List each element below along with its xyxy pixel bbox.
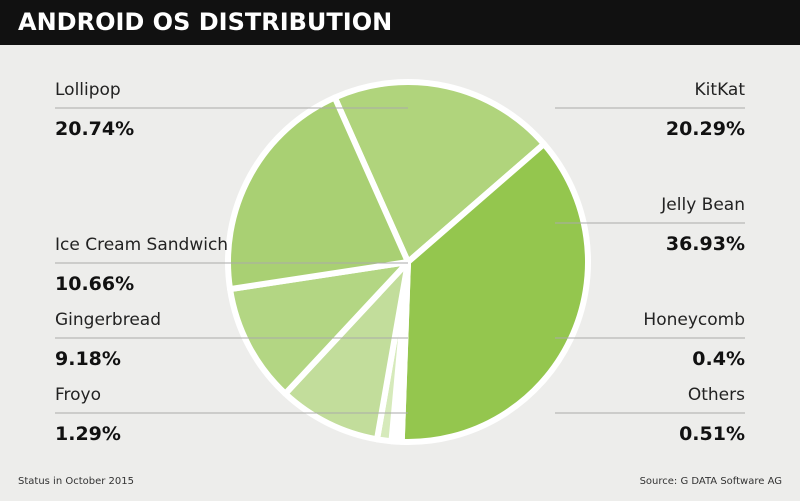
category-label: Others (688, 385, 745, 405)
category-label: Honeycomb (643, 310, 745, 330)
title-bar (0, 0, 800, 45)
category-label: Jelly Bean (660, 195, 745, 215)
category-label: Froyo (55, 385, 101, 405)
pie (225, 79, 591, 445)
value-label: 36.93% (666, 233, 745, 255)
pie-slice (227, 259, 411, 397)
value-label: 9.18% (55, 348, 121, 370)
value-label: 0.4% (692, 348, 745, 370)
value-label: 10.66% (55, 273, 134, 295)
category-label: Ice Cream Sandwich (55, 235, 228, 255)
pie-slice (225, 94, 411, 293)
value-label: 0.51% (679, 423, 745, 445)
category-label: KitKat (695, 80, 746, 100)
chart-title: ANDROID OS DISTRIBUTION (18, 8, 392, 36)
category-label: Lollipop (55, 80, 121, 100)
pie-slice (331, 79, 547, 265)
footnote: Status in October 2015 (18, 476, 134, 487)
value-label: 20.74% (55, 118, 134, 140)
value-label: 1.29% (55, 423, 121, 445)
source: Source: G DATA Software AG (640, 476, 782, 487)
pie-slice (398, 141, 591, 445)
category-label: Gingerbread (55, 310, 161, 330)
value-label: 20.29% (666, 118, 745, 140)
pie-slice (282, 259, 411, 443)
